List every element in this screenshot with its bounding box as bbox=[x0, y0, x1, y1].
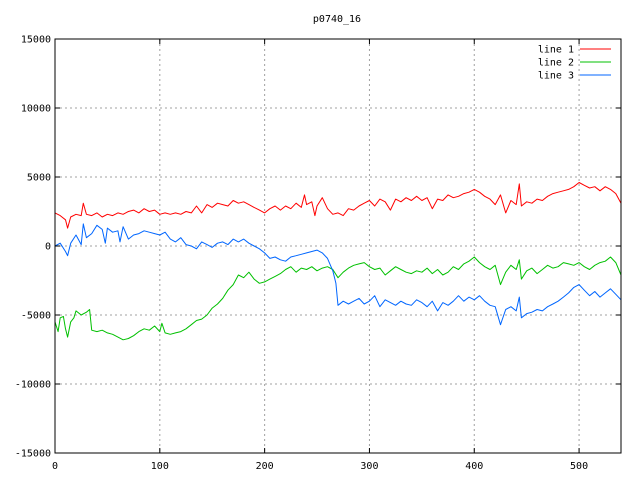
x-tick-label-4: 400 bbox=[465, 461, 483, 472]
x-tick-label-2: 200 bbox=[256, 461, 274, 472]
x-tick-label-0: 0 bbox=[52, 461, 58, 472]
series-line-1 bbox=[54, 182, 622, 229]
legend-label-2: line 2 bbox=[538, 58, 574, 69]
y-tick-label-1: -10000 bbox=[15, 380, 51, 391]
series-line-2 bbox=[54, 256, 622, 341]
x-tick-label-3: 300 bbox=[360, 461, 378, 472]
x-tick-label-5: 500 bbox=[570, 461, 588, 472]
y-tick-label-4: 5000 bbox=[27, 173, 51, 184]
series-line-3 bbox=[54, 223, 622, 326]
series-layer bbox=[54, 182, 622, 341]
x-tick-label-1: 100 bbox=[151, 461, 169, 472]
legend-label-3: line 3 bbox=[538, 71, 574, 82]
legend: line 1 line 2 line 3 bbox=[538, 45, 611, 82]
grid bbox=[55, 39, 621, 453]
y-tick-label-5: 10000 bbox=[21, 104, 51, 115]
y-tick-label-0: -15000 bbox=[15, 449, 51, 460]
axis-ticks: 0 100 200 300 400 500 -15000 -10000 -5000 0 5000 10… bbox=[15, 35, 621, 472]
chart-title: p0740_16 bbox=[313, 14, 361, 25]
y-tick-label-2: -5000 bbox=[21, 311, 51, 322]
y-tick-label-3: 0 bbox=[45, 242, 51, 253]
legend-label-1: line 1 bbox=[538, 45, 574, 56]
y-tick-label-6: 15000 bbox=[21, 35, 51, 46]
